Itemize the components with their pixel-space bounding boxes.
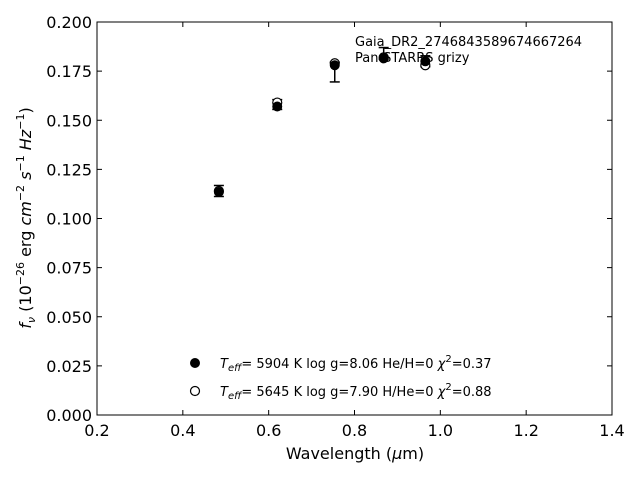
x-tick-label: 0.6 bbox=[256, 421, 281, 440]
legend: Teff= 5904 K log g=8.06 He/H=0 χ2=0.37 T… bbox=[189, 354, 492, 402]
y-tick-label: 0.075 bbox=[46, 259, 92, 278]
legend-marker-open bbox=[189, 385, 201, 397]
annotation-object: Gaia_DR2_2746843589674667264 bbox=[355, 35, 582, 50]
x-tick-label: 1.4 bbox=[599, 421, 624, 440]
x-axis-label: Wavelength (μm) bbox=[286, 444, 424, 463]
legend-entry-1: Teff= 5904 K log g=8.06 He/H=0 χ2=0.37 bbox=[220, 354, 492, 374]
x-tick-label: 0.2 bbox=[84, 421, 109, 440]
x-tick-label: 0.4 bbox=[170, 421, 195, 440]
y-tick-label: 0.125 bbox=[46, 160, 92, 179]
y-tick-label: 0.100 bbox=[46, 210, 92, 229]
x-tick-label: 1.0 bbox=[428, 421, 453, 440]
y-axis-label: fν (10−26 erg cm−2 s−1 Hz−1) bbox=[14, 107, 38, 328]
data-marks bbox=[213, 46, 431, 198]
y-tick-label: 0.050 bbox=[46, 308, 92, 327]
x-tick-label: 0.8 bbox=[342, 421, 367, 440]
legend-marker-filled bbox=[190, 358, 200, 368]
filled-circle-point bbox=[329, 60, 340, 71]
y-tick-label: 0.175 bbox=[46, 62, 92, 81]
y-tick-label: 0.200 bbox=[46, 13, 92, 32]
x-tick-label: 1.2 bbox=[513, 421, 538, 440]
y-tick-label: 0.000 bbox=[46, 406, 92, 425]
filled-circle-point bbox=[213, 186, 224, 197]
y-axis-ticks: 0.000 0.025 0.050 0.075 0.100 0.125 0.150 0.175… bbox=[46, 13, 612, 425]
x-axis-ticks: 0.2 0.4 0.6 0.8 1.0 1.2 1.4 bbox=[84, 22, 625, 440]
annotation-survey: Pan-STARRS grizy bbox=[355, 51, 470, 66]
plot-area bbox=[96, 21, 613, 416]
y-tick-label: 0.150 bbox=[46, 111, 92, 130]
legend-entry-2: Teff= 5645 K log g=7.90 H/He=0 χ2=0.88 bbox=[220, 382, 492, 402]
filled-circle-point bbox=[272, 101, 283, 112]
filled-circle-point bbox=[378, 53, 389, 64]
filled-circle-point bbox=[420, 56, 431, 67]
y-tick-label: 0.025 bbox=[46, 357, 92, 376]
